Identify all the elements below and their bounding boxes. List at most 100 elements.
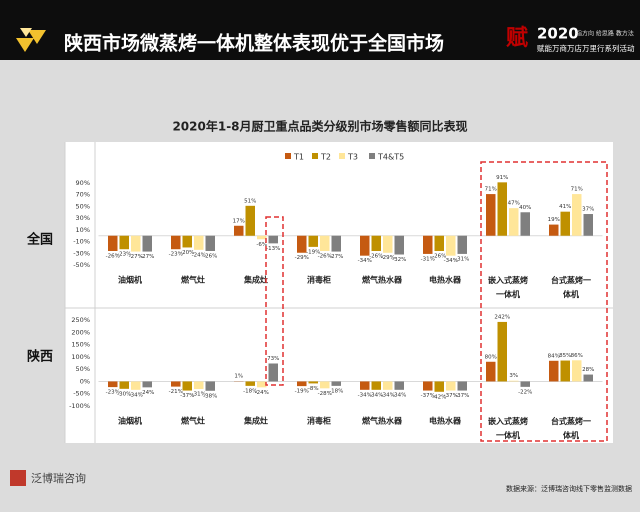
- bar: [497, 182, 507, 236]
- data-label: -34%: [392, 392, 406, 398]
- data-label: -22%: [518, 389, 532, 395]
- x-tick-label: 嵌入式蒸烤一体机: [488, 275, 528, 299]
- y-tick-label: 50%: [76, 365, 90, 373]
- data-label: -26%: [432, 253, 446, 259]
- bar: [182, 235, 192, 248]
- data-label: 71%: [571, 187, 583, 193]
- x-tick-label: 燃气灶: [181, 416, 205, 426]
- bar: [560, 211, 570, 236]
- bar: T4&T5: [205, 381, 215, 391]
- bar: [360, 235, 370, 256]
- bar: T1: [108, 381, 118, 388]
- x-tick-label: 油烟机: [118, 416, 142, 426]
- y-tick-label: -30%: [73, 249, 90, 257]
- x-tick-label: 台式蒸烤一体机: [551, 416, 591, 440]
- data-label: -18%: [329, 388, 343, 394]
- badge-mark: 赋: [506, 25, 528, 50]
- data-label: -27%: [329, 254, 343, 260]
- data-label: -24%: [192, 252, 206, 258]
- data-label: -23%: [106, 390, 120, 396]
- data-label: -37%: [444, 393, 458, 399]
- header-bar: [0, 0, 640, 60]
- data-label: 28%: [582, 367, 594, 373]
- bar: [257, 235, 267, 240]
- legend-label: T2: [320, 153, 331, 162]
- x-tick-label: 燃气热水器: [362, 275, 403, 285]
- data-label: 1%: [234, 374, 243, 380]
- bar: [297, 235, 307, 253]
- data-label: -34%: [369, 392, 383, 398]
- header-title: 陕西市场微蒸烤一体机整体表现优于全国市场: [64, 32, 444, 55]
- bar: [434, 235, 444, 251]
- bar: T1: [549, 360, 559, 382]
- y-tick-label: -50%: [73, 261, 90, 269]
- y-tick-label: 250%: [71, 316, 90, 324]
- data-label: -19%: [306, 249, 320, 255]
- x-tick-label: 消毒柜: [307, 275, 331, 285]
- legend-swatch: [285, 153, 291, 159]
- y-tick-label: -50%: [73, 390, 90, 398]
- x-tick-label: 油烟机: [118, 275, 142, 285]
- data-label: -32%: [392, 257, 406, 263]
- bar: T2: [119, 381, 129, 389]
- legend-label: T3: [347, 153, 358, 162]
- data-label: -34%: [381, 392, 395, 398]
- logo: [16, 28, 46, 52]
- bar: [486, 194, 496, 236]
- bar: [142, 235, 152, 252]
- x-tick-label: 消毒柜: [307, 416, 331, 426]
- bar: [423, 235, 433, 254]
- data-label: 91%: [496, 175, 508, 181]
- data-label: 17%: [233, 218, 245, 224]
- data-label: -31%: [455, 256, 469, 262]
- data-label: -26%: [369, 253, 383, 259]
- data-label: -29%: [381, 255, 395, 261]
- bar: T4&T5: [331, 381, 341, 386]
- bar: T3: [509, 380, 519, 382]
- bar: T4&T5: [394, 381, 404, 390]
- data-label: -34%: [358, 258, 372, 264]
- data-label: -24%: [140, 390, 154, 396]
- bar: T3: [383, 381, 393, 390]
- bar: T1: [360, 381, 370, 390]
- data-label: -19%: [295, 389, 309, 395]
- data-label: 3%: [509, 373, 518, 379]
- data-label: -37%: [455, 393, 469, 399]
- legend-swatch: [369, 153, 375, 159]
- badge-event: 赋能万商万店万里行系列活动: [537, 43, 635, 53]
- y-tick-label: 0%: [80, 377, 90, 385]
- brand-icon: [10, 470, 26, 486]
- bar: T2: [497, 321, 507, 382]
- y-tick-label: -10%: [73, 238, 90, 246]
- brand-name: 泛博瑞咨询: [31, 471, 86, 485]
- x-tick-label: 集成灶: [243, 416, 268, 426]
- data-label: -13%: [266, 246, 280, 252]
- data-label: -8%: [308, 386, 319, 392]
- data-label: -23%: [117, 252, 131, 258]
- x-tick-label: 燃气热水器: [362, 416, 403, 426]
- bar: [394, 235, 404, 255]
- data-label: 47%: [508, 201, 520, 207]
- bar: T3: [131, 381, 141, 390]
- bar: T1: [297, 381, 307, 387]
- bar: [268, 235, 278, 244]
- bar: [119, 235, 129, 250]
- data-label: -18%: [243, 388, 257, 394]
- bar: [234, 225, 244, 236]
- bar: [520, 212, 530, 236]
- bar: T4&T5: [457, 381, 467, 391]
- bar: [308, 235, 318, 247]
- y-tick-label: 10%: [76, 226, 90, 234]
- bar: T1: [423, 381, 433, 391]
- bar: [171, 235, 181, 250]
- row-label: 陕西: [27, 349, 53, 365]
- data-label: 40%: [519, 205, 531, 211]
- y-tick-label: -100%: [69, 402, 90, 410]
- bar: [446, 235, 456, 256]
- data-label: 84%: [548, 353, 560, 359]
- x-tick-label: 嵌入式蒸烤一体机: [488, 416, 528, 440]
- bar: T2: [182, 381, 192, 391]
- data-label: -6%: [256, 242, 267, 248]
- data-label: -24%: [255, 390, 269, 396]
